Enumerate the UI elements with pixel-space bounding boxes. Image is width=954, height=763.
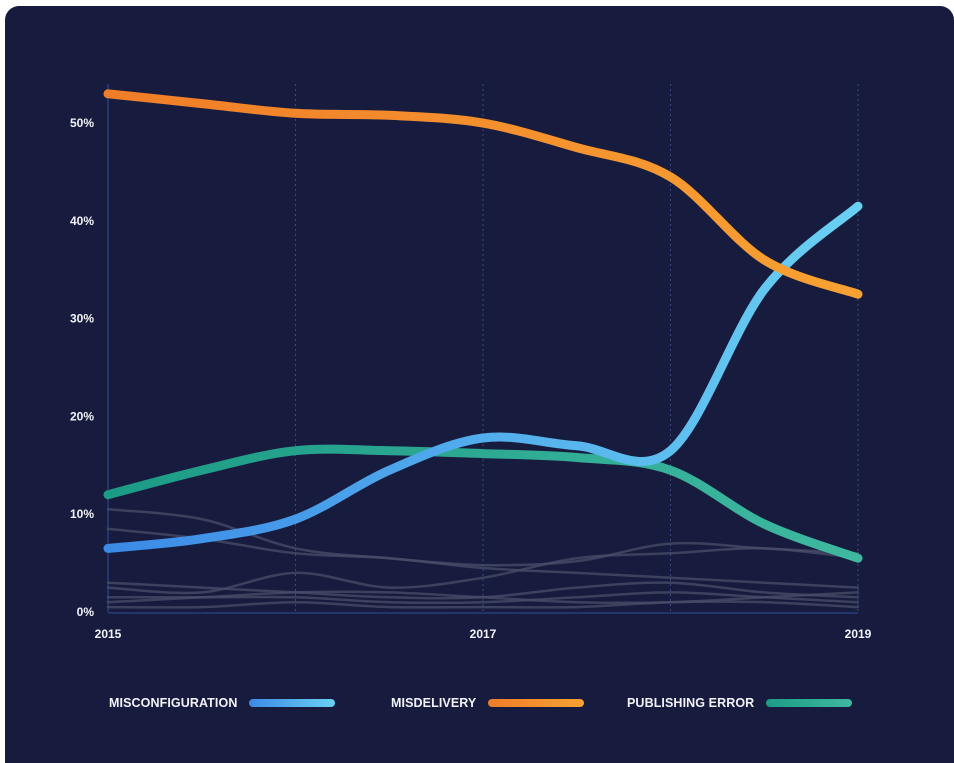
background-series-line (106, 590, 860, 605)
legend-swatch (488, 699, 585, 707)
legend-item-misdelivery: MISDELIVERY (391, 691, 585, 715)
legend-swatch (766, 699, 853, 707)
y-tick-label: 0% (77, 605, 95, 619)
y-tick-label: 20% (70, 409, 94, 423)
misconfiguration-series-line (103, 201, 863, 553)
x-tick-label: 2017 (470, 627, 497, 641)
background-series-group (106, 508, 860, 609)
background-series-line (106, 591, 860, 605)
x-axis-ticks: 2015 2017 2019 (95, 627, 872, 641)
y-tick-label: 50% (70, 116, 94, 130)
legend-label: MISCONFIGURATION (109, 696, 238, 710)
background-series-line (106, 600, 860, 609)
y-tick-label: 40% (70, 214, 94, 228)
x-tick-label: 2015 (95, 627, 122, 641)
legend-label: PUBLISHING ERROR (627, 696, 755, 710)
background-series-line (106, 547, 860, 595)
legend-item-publishing-error: PUBLISHING ERROR (627, 691, 853, 715)
y-tick-label: 30% (70, 312, 94, 326)
x-tick-label: 2019 (845, 627, 872, 641)
line-chart: 0% 10% 20% 30% 40% 50% 2015 2017 2019 (70, 84, 872, 641)
legend-label: MISDELIVERY (391, 696, 477, 710)
y-tick-label: 10% (70, 507, 94, 521)
publishing-error-series-line (103, 444, 863, 563)
background-series-line (106, 508, 860, 567)
chart-card: 0% 10% 20% 30% 40% 50% 2015 2017 2019 MISCONFIG… (5, 6, 954, 763)
legend-item-misconfiguration: MISCONFIGURATION (109, 691, 336, 715)
main-series-group (103, 89, 863, 563)
y-axis-ticks: 0% 10% 20% 30% 40% 50% (70, 116, 94, 619)
chart-legend: MISCONFIGURATION MISDELIVERY PUBLISHING … (109, 691, 869, 715)
legend-swatch (249, 699, 336, 707)
background-series-line (106, 527, 860, 589)
misdelivery-series-line (103, 89, 863, 299)
vertical-grid (295, 84, 859, 612)
